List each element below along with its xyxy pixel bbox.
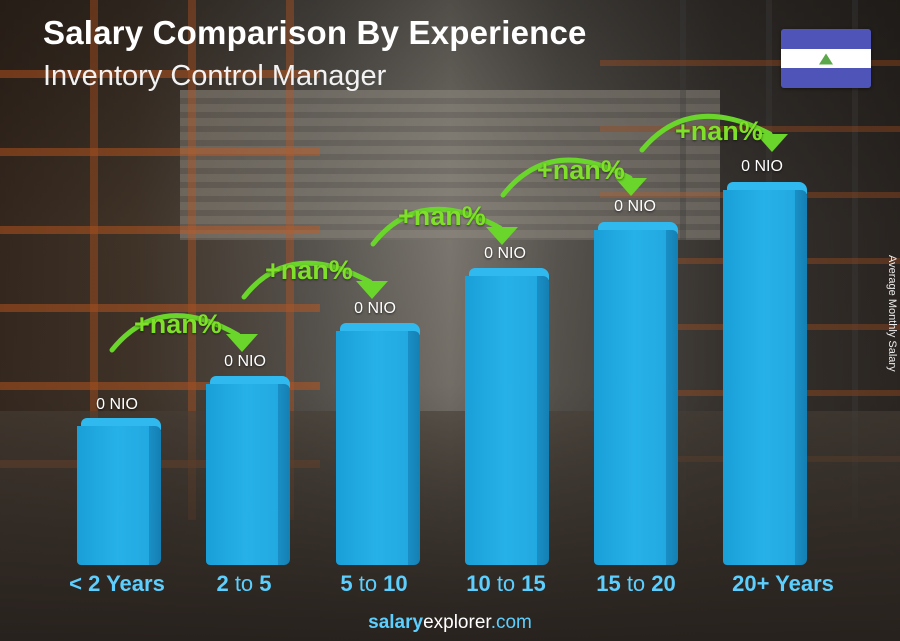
- bar-side: [149, 426, 161, 565]
- x-label-part: to: [490, 571, 522, 596]
- x-axis-label: 15 to 20: [566, 571, 706, 597]
- value-label: 0 NIO: [741, 158, 783, 175]
- chart-subtitle: Inventory Control Manager: [43, 60, 387, 92]
- value-label: 0 NIO: [484, 245, 526, 262]
- footer-brand-rest: explorer: [423, 612, 491, 633]
- bar-front: [723, 190, 797, 565]
- x-label-part: 20+ Years: [732, 571, 834, 596]
- site-footer-link[interactable]: salaryexplorer.com: [0, 612, 900, 634]
- x-axis-label: < 2 Years: [47, 571, 187, 597]
- bar-side: [408, 331, 420, 565]
- x-axis-label: 2 to 5: [174, 571, 314, 597]
- bar-side: [795, 190, 807, 565]
- bar-front: [77, 426, 151, 565]
- x-label-part: 2: [216, 571, 229, 596]
- x-axis-label: 5 to 10: [304, 571, 444, 597]
- flag-stripe-top: [781, 29, 871, 49]
- flag-emblem-icon: [819, 53, 833, 64]
- value-label: 0 NIO: [224, 353, 266, 370]
- bar-2-to-5: [206, 376, 290, 565]
- x-axis-label: 10 to 15: [436, 571, 576, 597]
- percent-change-label: +nan%: [134, 309, 222, 339]
- bar-front: [336, 331, 410, 565]
- x-label-part: 15: [521, 571, 546, 596]
- bar-front: [206, 384, 280, 565]
- percent-change-label: +nan%: [537, 155, 625, 185]
- y-axis-label: Average Monthly Salary: [886, 255, 898, 372]
- bar-10-to-15: [465, 268, 549, 565]
- x-label-part: 5: [340, 571, 353, 596]
- bar-5-to-10: [336, 323, 420, 565]
- flag-stripe-bottom: [781, 68, 871, 88]
- bar-20plus-years: [723, 182, 807, 565]
- bar-front: [465, 276, 539, 565]
- x-label-part: 20: [651, 571, 676, 596]
- footer-brand: salary: [368, 612, 424, 633]
- percent-change-label: +nan%: [398, 201, 486, 231]
- x-label-part: to: [352, 571, 384, 596]
- percent-change-label: +nan%: [675, 116, 763, 146]
- x-label-part: 10: [466, 571, 491, 596]
- bar-lt2-years: [77, 418, 161, 565]
- value-label: 0 NIO: [614, 198, 656, 215]
- nicaragua-flag-icon: [781, 29, 871, 88]
- x-label-part: to: [228, 571, 260, 596]
- x-label-part: to: [620, 571, 652, 596]
- value-label: 0 NIO: [354, 300, 396, 317]
- bar-front: [594, 230, 668, 565]
- x-label-part: 15: [596, 571, 621, 596]
- x-label-part: < 2 Years: [69, 571, 165, 596]
- bar-side: [666, 230, 678, 565]
- x-axis-label: 20+ Years: [713, 571, 853, 597]
- percent-change-label: +nan%: [265, 255, 353, 285]
- value-label: 0 NIO: [96, 396, 138, 413]
- x-label-part: 5: [259, 571, 272, 596]
- chart-title: Salary Comparison By Experience: [43, 14, 587, 51]
- bar-side: [537, 276, 549, 565]
- bar-side: [278, 384, 290, 565]
- x-label-part: 10: [383, 571, 408, 596]
- footer-tld: .com: [490, 612, 532, 633]
- bar-15-to-20: [594, 222, 678, 565]
